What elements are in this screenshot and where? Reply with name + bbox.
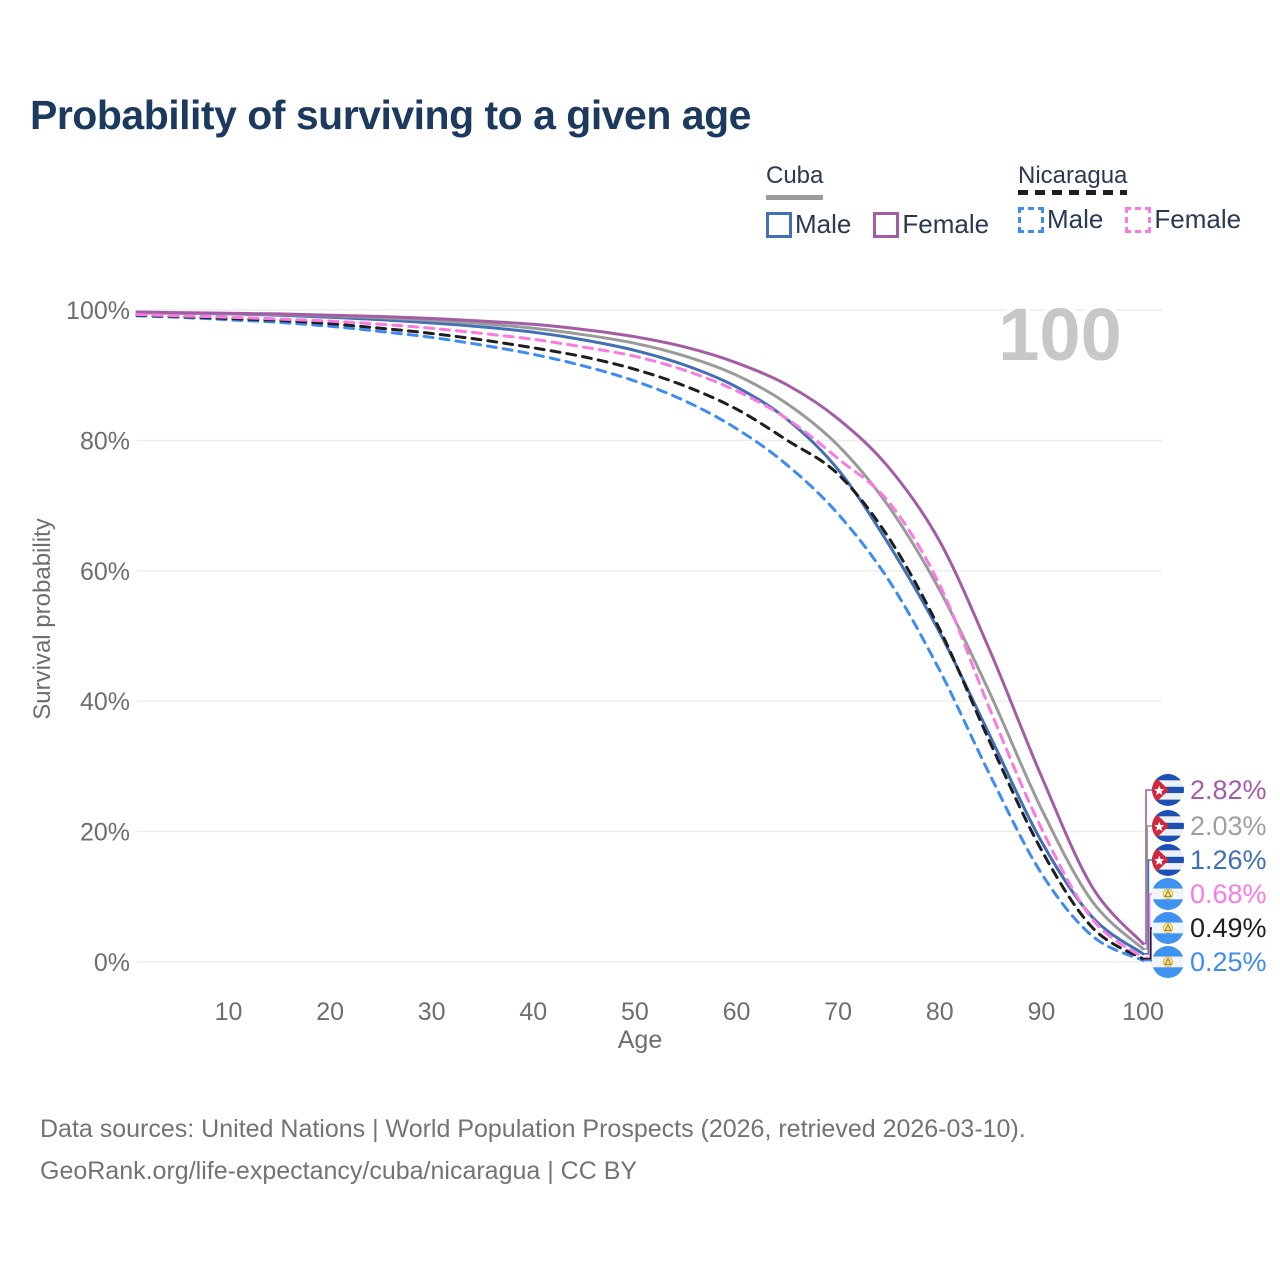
y-tick-label: 20%	[80, 819, 130, 847]
x-tick-label: 90	[1027, 998, 1055, 1026]
legend-country-cuba[interactable]: Cuba	[766, 162, 824, 200]
end-value-cuba-male: 1.26%	[1190, 844, 1267, 875]
legend-swatch-nicaragua-female[interactable]	[1125, 206, 1152, 233]
line-nicaragua-male[interactable]	[135, 314, 1145, 962]
line-nicaragua-both-sexes[interactable]	[135, 313, 1145, 961]
legend-country-nicaragua[interactable]: Nicaragua	[1018, 162, 1128, 195]
end-label-row-nicaragua-male: 0.25%	[1152, 945, 1267, 979]
footer-attribution: GeoRank.org/life-expectancy/cuba/nicarag…	[40, 1157, 638, 1185]
legend-label-cuba-female[interactable]: Female	[902, 209, 990, 239]
nicaragua-flag-icon	[1152, 946, 1184, 978]
cuba-flag-icon	[1152, 844, 1184, 876]
line-cuba-male[interactable]	[135, 311, 1145, 956]
footer-data-sources: Data sources: United Nations | World Pop…	[40, 1115, 1026, 1143]
legend-label-cuba-male[interactable]: Male	[795, 209, 852, 239]
y-axis-title: Survival probability	[29, 518, 56, 720]
y-tick-label: 100%	[66, 297, 130, 325]
nicaragua-flag-icon	[1152, 878, 1184, 910]
x-tick-label: 10	[215, 998, 243, 1026]
x-tick-label: 50	[621, 998, 649, 1026]
end-label-connector	[1143, 789, 1152, 945]
legend-group-cuba: Cuba Male Female	[766, 162, 1011, 240]
end-value-nicaragua-female: 0.68%	[1190, 878, 1267, 909]
x-tick-label: 40	[519, 998, 547, 1026]
end-label-connector	[1143, 959, 1153, 962]
survival-probability-chart[interactable]: 100 0% 20% 40% 60% 80% 100% 10 20 30 40 50 60 70 80 90 1…	[0, 0, 1280, 1080]
legend-swatch-cuba-female[interactable]	[873, 211, 900, 238]
line-nicaragua-female[interactable]	[135, 313, 1145, 960]
end-value-nicaragua-male: 0.25%	[1190, 946, 1267, 977]
end-label-row-nicaragua-female: 0.68%	[1152, 877, 1267, 911]
y-tick-label: 0%	[94, 949, 130, 977]
legend-swatch-cuba-male[interactable]	[766, 211, 792, 238]
y-tick-label: 40%	[80, 688, 130, 716]
page-title: Probability of surviving to a given age	[30, 92, 751, 138]
end-label-connector	[1143, 927, 1152, 960]
end-label-row-nicaragua-both: 0.49%	[1152, 911, 1267, 945]
end-label-connector	[1143, 859, 1152, 955]
end-label-row-cuba-female: 2.82%	[1152, 773, 1267, 807]
cuba-flag-icon	[1152, 774, 1184, 806]
end-value-cuba-female: 2.82%	[1190, 774, 1267, 805]
y-tick-label: 80%	[80, 427, 130, 455]
line-cuba-both-sexes[interactable]	[135, 311, 1145, 951]
x-tick-label: 60	[723, 998, 751, 1026]
nicaragua-flag-icon	[1152, 912, 1184, 944]
x-tick-label: 20	[316, 998, 344, 1026]
x-tick-label: 100	[1122, 998, 1164, 1026]
end-value-cuba-both: 2.03%	[1190, 810, 1267, 841]
cuba-flag-icon	[1152, 810, 1184, 842]
end-label-row-cuba-both: 2.03%	[1152, 809, 1267, 843]
line-cuba-female[interactable]	[135, 310, 1145, 946]
end-label-row-cuba-male: 1.26%	[1152, 843, 1267, 877]
x-tick-label: 30	[418, 998, 446, 1026]
end-label-connector	[1143, 825, 1152, 950]
y-tick-label: 60%	[80, 558, 130, 586]
hover-age-watermark: 100	[998, 293, 1121, 376]
legend-label-nicaragua-female[interactable]: Female	[1154, 204, 1242, 234]
legend-swatch-nicaragua-male[interactable]	[1018, 206, 1044, 233]
end-label-connector	[1143, 893, 1152, 959]
x-tick-label: 70	[824, 998, 852, 1026]
footer: Data sources: United Nations | World Pop…	[40, 1108, 1026, 1192]
x-tick-label: 80	[926, 998, 954, 1026]
legend-label-nicaragua-male[interactable]: Male	[1047, 204, 1104, 234]
x-axis-title: Age	[617, 1026, 663, 1054]
end-value-nicaragua-both: 0.49%	[1190, 912, 1267, 943]
legend-group-nicaragua: Nicaragua Male Female	[1018, 162, 1263, 235]
